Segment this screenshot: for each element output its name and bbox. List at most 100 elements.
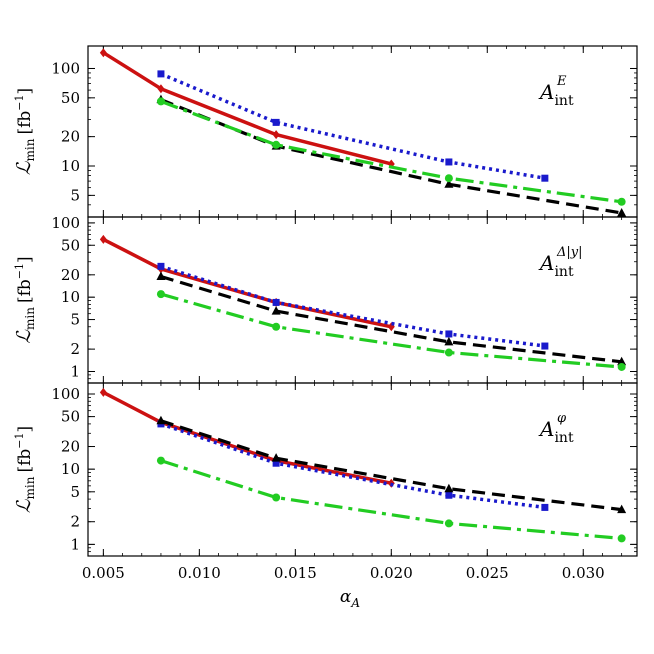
y-axis-label-main: ℒ (13, 160, 35, 175)
x-tick-label: 0.020 (370, 564, 413, 582)
data-point-red (99, 234, 107, 244)
data-point-blue (272, 298, 280, 306)
panel-label-main: A (538, 417, 554, 441)
y-tick-label: 50 (61, 89, 80, 107)
y-tick-label: 1 (70, 362, 80, 380)
data-point-blue (272, 118, 280, 126)
data-point-black (156, 415, 166, 425)
data-point-green (272, 140, 281, 149)
series-line-blue (160, 264, 546, 348)
data-point-black (271, 453, 281, 462)
x-tick-label: 0.010 (178, 564, 221, 582)
panel-label-main: A (538, 251, 554, 275)
data-point-green (444, 174, 453, 183)
panel-label: Aint (538, 417, 574, 446)
x-tick-label: 0.015 (274, 564, 317, 582)
data-point-green (617, 362, 626, 371)
data-point-black (156, 271, 166, 280)
data-point-blue (445, 491, 453, 499)
y-tick-label: 20 (61, 266, 80, 284)
data-point-green (272, 322, 281, 331)
data-point-red (157, 84, 165, 94)
y-axis-label: ℒmin [fb−1] (13, 426, 37, 513)
panel-label-sup: φ (557, 411, 567, 426)
data-point-black (617, 356, 627, 366)
data-point-green (444, 348, 453, 357)
y-tick-label: 100 (51, 214, 80, 232)
series-black (156, 94, 627, 217)
data-point-red (99, 387, 107, 397)
y-axis-label-exp: −1 (13, 432, 26, 448)
y-axis-label-exp: −1 (13, 263, 26, 279)
y-axis-label-main: ℒ (13, 329, 35, 344)
series-line-black (160, 274, 622, 364)
y-tick-label: 20 (61, 438, 80, 456)
series-line-black (160, 419, 622, 512)
data-point-blue (541, 342, 549, 350)
y-axis-label-close: ] (15, 426, 35, 433)
series-line-red (102, 237, 392, 329)
series-red (99, 48, 395, 169)
y-axis-label-sub: min (23, 476, 37, 499)
x-axis-label: αA (340, 587, 360, 610)
y-tick-label: 50 (61, 236, 80, 254)
panel-label: Aint (538, 251, 574, 280)
y-tick-label: 100 (51, 59, 80, 77)
series-line-green (160, 292, 622, 369)
series-blue (157, 262, 549, 350)
y-axis-label-unit: [fb (15, 111, 35, 135)
panel-label-main: A (538, 80, 554, 104)
panel-label-sub: int (554, 93, 573, 109)
y-tick-label: 10 (61, 288, 80, 306)
series-green (156, 97, 626, 206)
panel-frame (87, 45, 638, 218)
y-axis-label-close: ] (15, 256, 35, 263)
x-axis-label-sub: A (350, 596, 360, 610)
data-point-black (271, 306, 281, 315)
y-tick-label: 50 (61, 408, 80, 426)
x-tick-label: 0.005 (82, 564, 125, 582)
y-tick-label: 5 (70, 483, 80, 501)
series-line-red (102, 390, 392, 485)
data-point-blue (157, 262, 165, 270)
y-axis-label-unit: [fb (15, 449, 35, 473)
data-point-blue (272, 459, 280, 467)
y-tick-label: 5 (70, 311, 80, 329)
y-tick-label: 100 (51, 385, 80, 403)
y-axis-label-main: ℒ (13, 498, 35, 513)
panel-label-sup: E (556, 74, 567, 89)
y-axis-label-sub: min (23, 138, 37, 161)
data-point-blue (157, 70, 165, 78)
y-tick-label: 2 (70, 340, 80, 358)
panel-frame (87, 216, 638, 384)
y-axis-label: ℒmin [fb−1] (13, 88, 37, 175)
x-axis-label-main: α (340, 587, 352, 607)
data-point-black (444, 336, 454, 346)
data-point-blue (541, 503, 549, 511)
y-axis-label-close: ] (15, 88, 35, 95)
data-point-green (156, 290, 165, 299)
series-black (156, 271, 627, 366)
series-line-green (160, 459, 622, 540)
series-blue (157, 70, 549, 182)
y-axis-label: ℒmin [fb−1] (13, 256, 37, 343)
data-point-green (272, 493, 281, 502)
series-green (156, 290, 626, 371)
series-line-green (160, 99, 622, 204)
panel-label-sub: int (554, 264, 573, 280)
data-point-red (272, 130, 280, 140)
data-point-blue (445, 158, 453, 166)
data-point-green (617, 197, 626, 206)
series-line-red (102, 51, 392, 166)
y-tick-label: 20 (61, 128, 80, 146)
data-point-black (444, 483, 454, 493)
data-point-green (617, 534, 626, 543)
x-tick-label: 0.025 (466, 564, 509, 582)
y-axis-label-exp: −1 (13, 94, 26, 110)
x-tick-label: 0.030 (562, 564, 605, 582)
